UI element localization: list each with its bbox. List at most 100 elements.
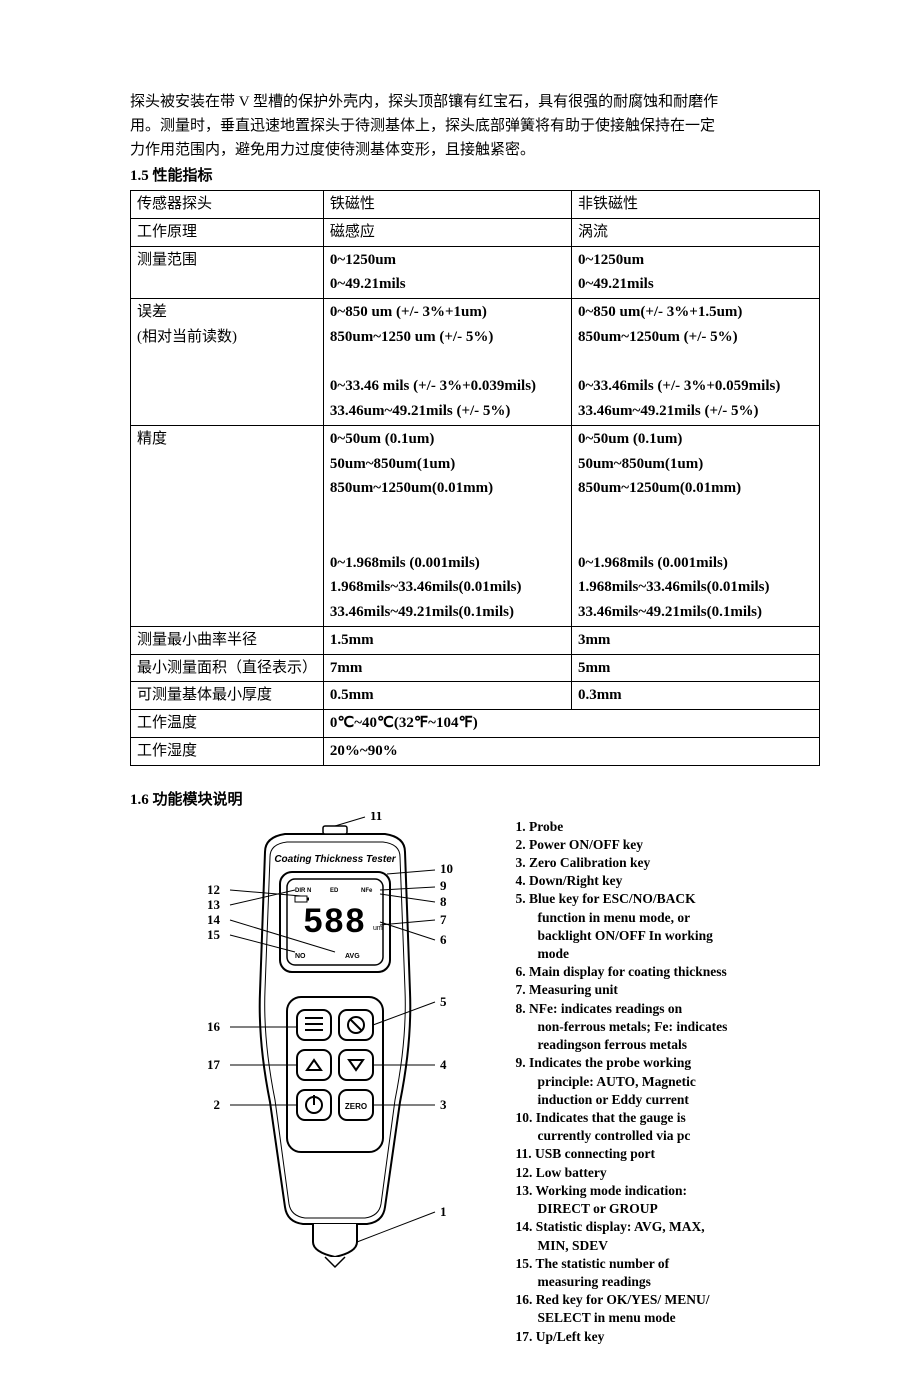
legend-item: 16. Red key for OK/YES/ MENU/ xyxy=(516,1291,821,1309)
callout-num: 2 xyxy=(213,1097,220,1112)
cell: 20%~90% xyxy=(323,737,819,765)
cell: 工作温度 xyxy=(131,710,324,738)
device-title: Coating Thickness Tester xyxy=(274,854,396,865)
section-1-5-heading: 1.5 性能指标 xyxy=(130,164,820,188)
intro-paragraph: 探头被安装在带 V 型槽的保护外壳内，探头顶部镶有红宝石，具有很强的耐腐蚀和耐磨… xyxy=(130,90,820,162)
lcd-dirn: DIR N xyxy=(295,888,311,894)
cell: 工作湿度 xyxy=(131,737,324,765)
cell: 传感器探头 xyxy=(131,191,324,219)
lcd-unit: um xyxy=(373,925,383,932)
cell: 精度 xyxy=(131,425,324,626)
cell: 0~50um (0.1um) 50um~850um(1um) 850um~125… xyxy=(571,425,819,626)
cell: 磁感应 xyxy=(323,218,571,246)
table-row: 精度 0~50um (0.1um) 50um~850um(1um) 850um~… xyxy=(131,425,820,626)
value: 850um~1250um(0.01mm) xyxy=(578,480,741,496)
legend-item: 14. Statistic display: AVG, MAX, xyxy=(516,1218,821,1236)
intro-line: 用。测量时，垂直迅速地置探头于待测基体上，探头底部弹簧将有助于使接触保持在一定 xyxy=(130,114,820,138)
legend-item: SELECT in menu mode xyxy=(516,1309,821,1327)
callout-num: 1 xyxy=(440,1204,447,1219)
table-row: 误差 (相对当前读数) 0~850 um (+/- 3%+1um) 850um~… xyxy=(131,299,820,426)
cell: 0.3mm xyxy=(571,682,819,710)
table-row: 可测量基体最小厚度 0.5mm 0.3mm xyxy=(131,682,820,710)
lcd-avg: AVG xyxy=(345,953,360,960)
legend-item: currently controlled via pc xyxy=(516,1127,821,1145)
cell: 0~1250um 0~49.21mils xyxy=(323,246,571,299)
cell: 7mm xyxy=(323,654,571,682)
callout-num: 14 xyxy=(207,912,221,927)
cell: 1.5mm xyxy=(323,626,571,654)
legend-item: 17. Up/Left key xyxy=(516,1328,821,1346)
legend-item: DIRECT or GROUP xyxy=(516,1200,821,1218)
cell: 误差 (相对当前读数) xyxy=(131,299,324,426)
device-diagram: Coating Thickness Tester DIR N ED NFe 58… xyxy=(135,812,505,1292)
callout-num: 12 xyxy=(207,882,220,897)
value: 0~50um (0.1um) xyxy=(330,431,434,447)
module-diagram-area: 1.6 功能模块说明 Coating Thickness Tester DIR … xyxy=(130,788,510,1346)
section-title: 性能指标 xyxy=(149,168,213,184)
cell: 5mm xyxy=(571,654,819,682)
label: 误差 xyxy=(137,304,167,320)
legend-item: induction or Eddy current xyxy=(516,1091,821,1109)
value: 0~1.968mils (0.001mils) xyxy=(578,555,728,571)
value: 33.46mils~49.21mils(0.1mils) xyxy=(330,604,514,620)
legend-item: 9. Indicates the probe working xyxy=(516,1054,821,1072)
cell: 0~1250um 0~49.21mils xyxy=(571,246,819,299)
callout-num: 6 xyxy=(440,932,447,947)
legend-item: 12. Low battery xyxy=(516,1164,821,1182)
spec-table: 传感器探头 铁磁性 非铁磁性 工作原理 磁感应 涡流 测量范围 0~1250um… xyxy=(130,190,820,766)
value: 33.46um~49.21mils (+/- 5%) xyxy=(578,403,759,419)
legend-item: 2. Power ON/OFF key xyxy=(516,836,821,854)
legend-item: mode xyxy=(516,945,821,963)
legend-item: 7. Measuring unit xyxy=(516,981,821,999)
intro-line: 力作用范围内，避免用力过度使待测基体变形，且接触紧密。 xyxy=(130,138,820,162)
lcd-digits: 588 xyxy=(303,902,366,940)
legend-item: 5. Blue key for ESC/NO/BACK xyxy=(516,890,821,908)
callout-num: 3 xyxy=(440,1097,447,1112)
value: 0~50um (0.1um) xyxy=(578,431,682,447)
legend-item: measuring readings xyxy=(516,1273,821,1291)
legend-item: MIN, SDEV xyxy=(516,1237,821,1255)
value: 0~33.46mils (+/- 3%+0.059mils) xyxy=(578,378,780,394)
table-row: 工作原理 磁感应 涡流 xyxy=(131,218,820,246)
lcd-nfe: NFe xyxy=(361,888,373,894)
legend-list: 1. Probe2. Power ON/OFF key3. Zero Calib… xyxy=(510,788,821,1346)
value: 50um~850um(1um) xyxy=(330,456,455,472)
legend-item: 6. Main display for coating thickness xyxy=(516,963,821,981)
value: 850um~1250 um (+/- 5%) xyxy=(330,329,493,345)
table-row: 测量范围 0~1250um 0~49.21mils 0~1250um 0~49.… xyxy=(131,246,820,299)
cell: 可测量基体最小厚度 xyxy=(131,682,324,710)
callout-num: 10 xyxy=(440,861,453,876)
callout-num: 17 xyxy=(207,1057,221,1072)
cell: 0~850 um(+/- 3%+1.5um) 850um~1250um (+/-… xyxy=(571,299,819,426)
cell: 3mm xyxy=(571,626,819,654)
value: 0~1250um xyxy=(578,252,644,268)
cell: 涡流 xyxy=(571,218,819,246)
value: 0~1250um xyxy=(330,252,396,268)
callout-num: 11 xyxy=(370,812,382,823)
cell: 0~50um (0.1um) 50um~850um(1um) 850um~125… xyxy=(323,425,571,626)
callout-num: 16 xyxy=(207,1019,221,1034)
cell: 0~850 um (+/- 3%+1um) 850um~1250 um (+/-… xyxy=(323,299,571,426)
table-row: 传感器探头 铁磁性 非铁磁性 xyxy=(131,191,820,219)
legend-item: readingson ferrous metals xyxy=(516,1036,821,1054)
value: 0~1.968mils (0.001mils) xyxy=(330,555,480,571)
value: 33.46um~49.21mils (+/- 5%) xyxy=(330,403,511,419)
section-number: 1.5 xyxy=(130,168,149,184)
section-1-6: 1.6 功能模块说明 Coating Thickness Tester DIR … xyxy=(130,788,820,1346)
section-title: 功能模块说明 xyxy=(149,792,243,808)
lcd-ed: ED xyxy=(330,888,339,894)
callout-num: 4 xyxy=(440,1057,447,1072)
section-number: 1.6 xyxy=(130,792,149,808)
legend-item: 3. Zero Calibration key xyxy=(516,854,821,872)
callout-num: 7 xyxy=(440,912,447,927)
legend-item: function in menu mode, or xyxy=(516,909,821,927)
label: (相对当前读数) xyxy=(137,329,237,345)
value: 1.968mils~33.46mils(0.01mils) xyxy=(330,579,522,595)
callout-num: 15 xyxy=(207,927,221,942)
cell: 非铁磁性 xyxy=(571,191,819,219)
legend-item: 4. Down/Right key xyxy=(516,872,821,890)
legend-item: 11. USB connecting port xyxy=(516,1145,821,1163)
value: 50um~850um(1um) xyxy=(578,456,703,472)
legend-item: 15. The statistic number of xyxy=(516,1255,821,1273)
cell: 最小测量面积（直径表示） xyxy=(131,654,324,682)
